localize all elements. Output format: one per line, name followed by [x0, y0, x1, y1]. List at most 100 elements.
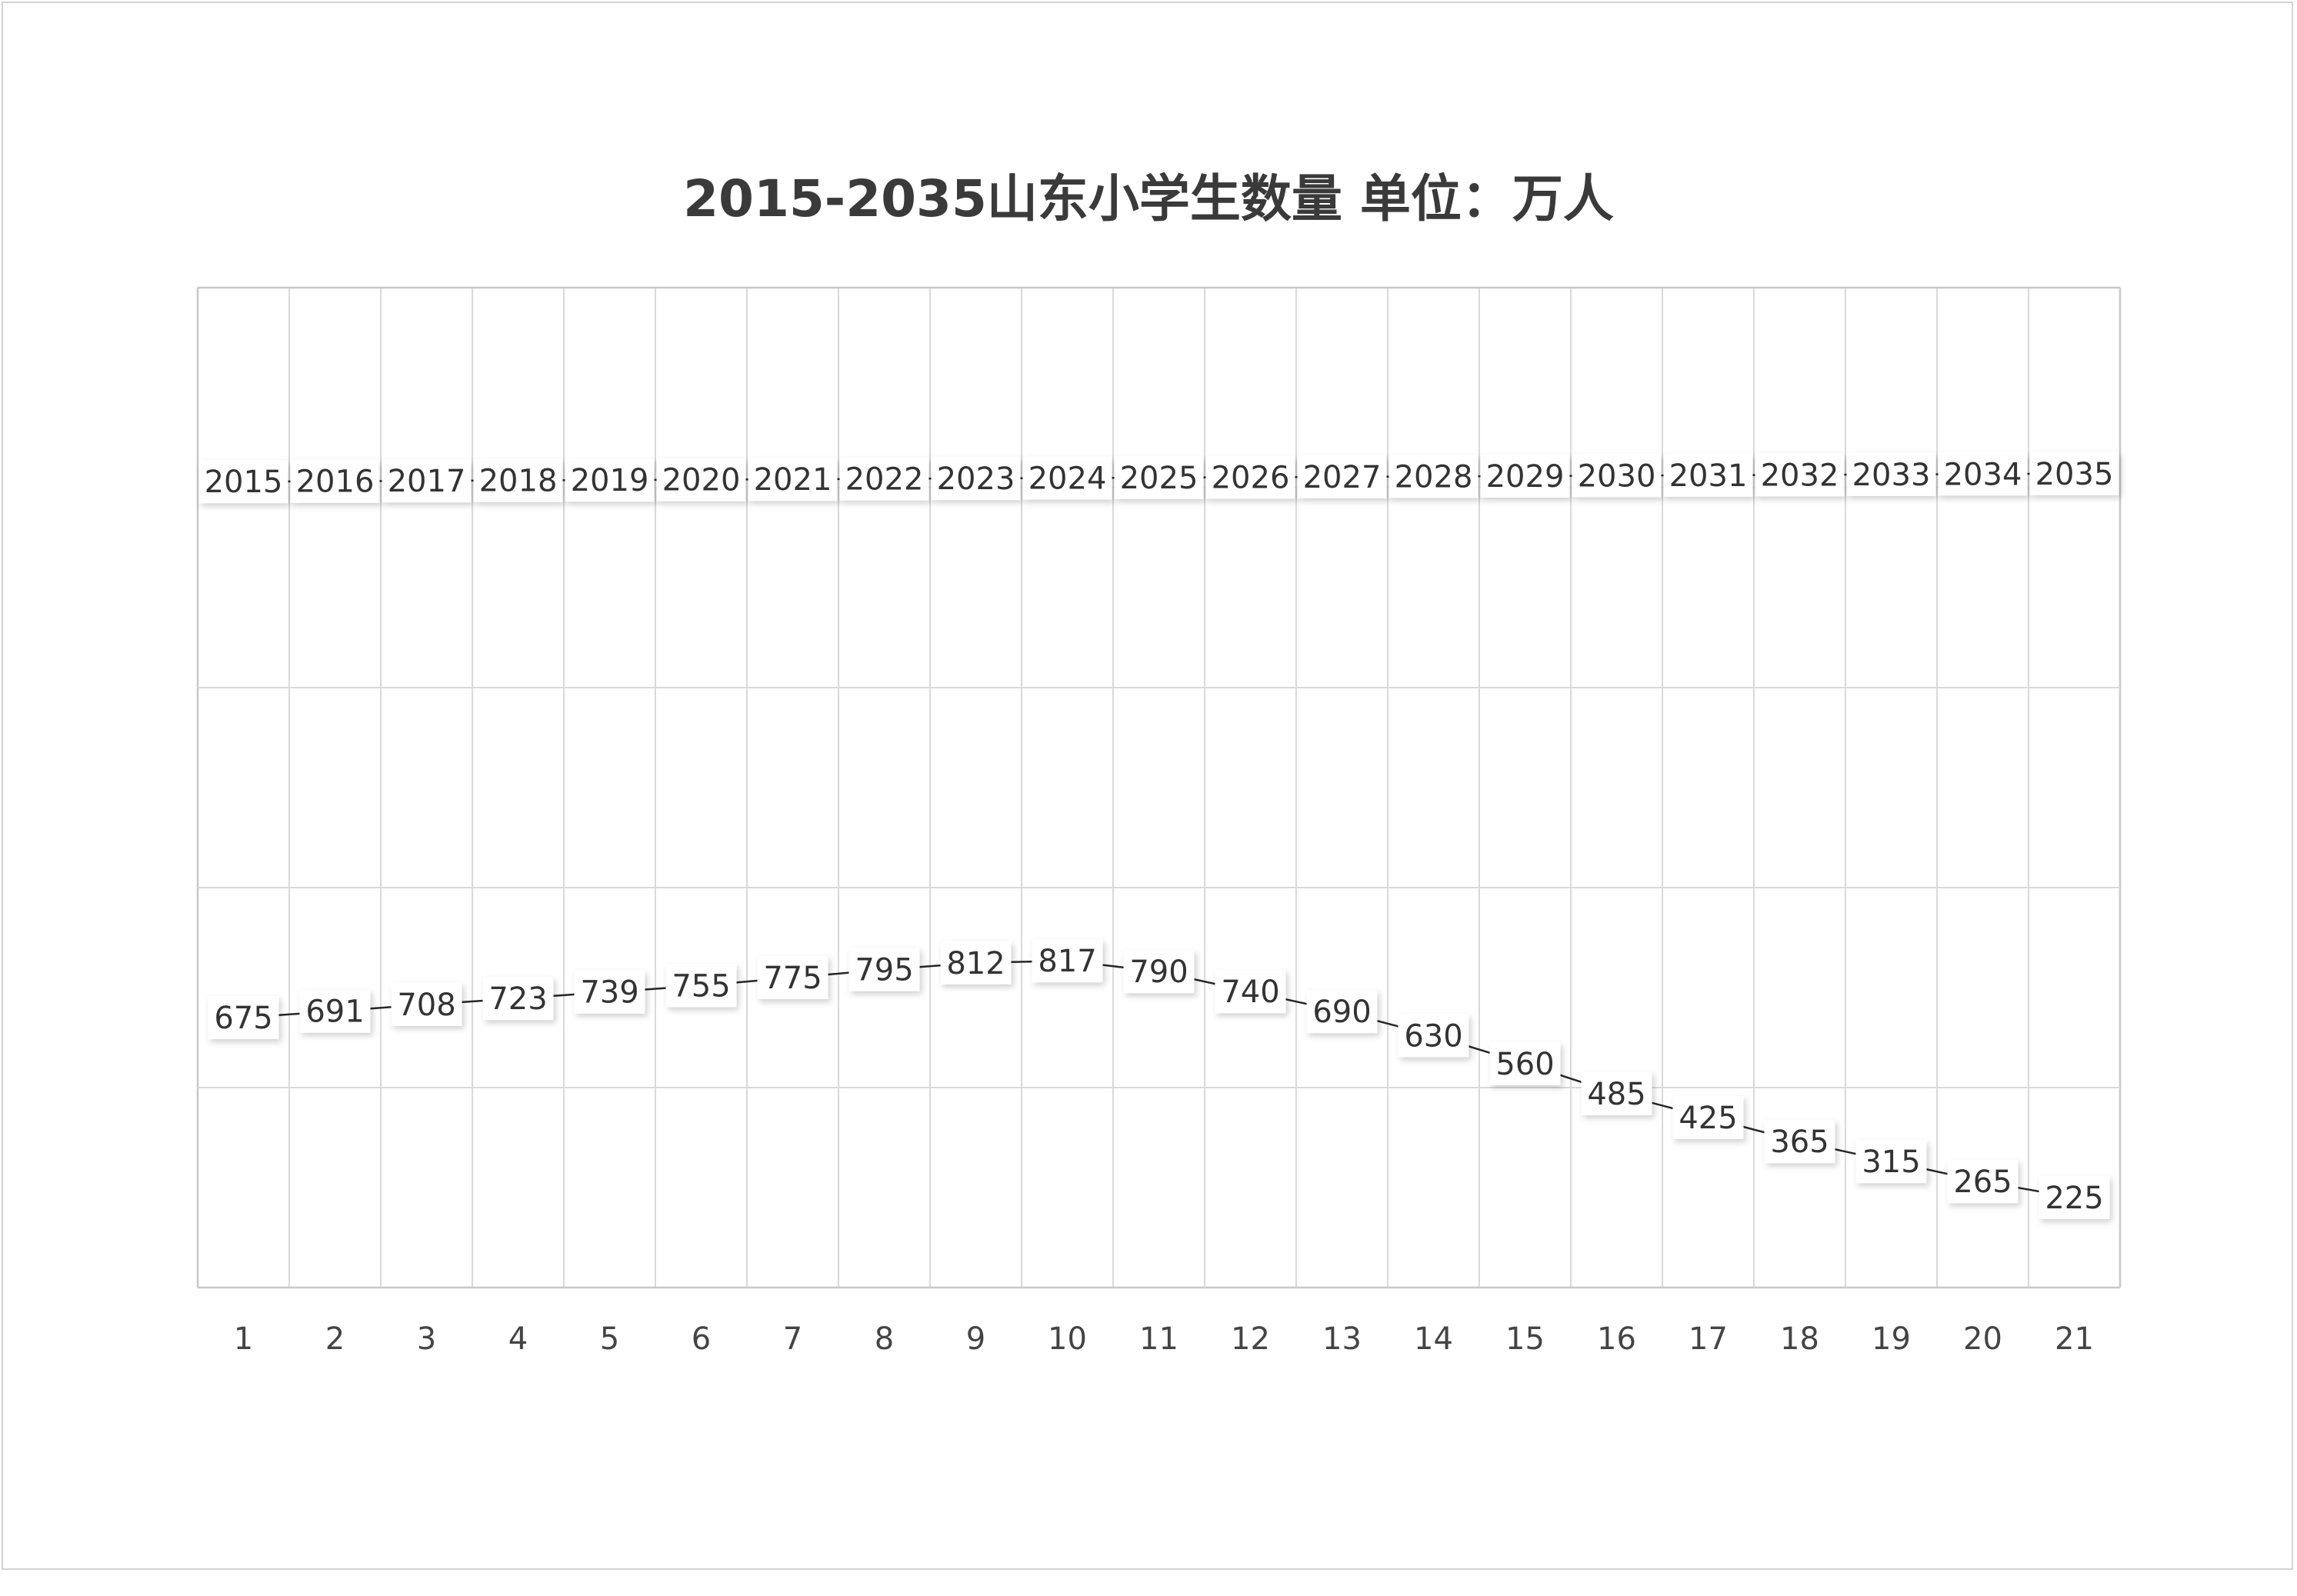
x-tick-label: 12: [1231, 1321, 1270, 1357]
data-label: 690: [1312, 995, 1371, 1030]
data-label: 2030: [1578, 458, 1656, 494]
data-label-box: [565, 458, 655, 502]
series-1: 2015 2016 2017 2018 2019 2020 2021 2022 2023 2024…: [198, 451, 2119, 504]
data-label: 2034: [1944, 457, 2022, 492]
data-label: 2024: [1028, 461, 1107, 497]
data-label: 2021: [754, 462, 832, 498]
series-layer: 2015 2016 2017 2018 2019 2020 2021 2022 2023 2024…: [198, 451, 2119, 1219]
data-label-box: [473, 458, 563, 502]
data-label: 2035: [2035, 457, 2114, 492]
data-label-box: [1672, 1096, 1744, 1139]
data-label: 2026: [1212, 460, 1290, 495]
data-label: 2031: [1669, 458, 1748, 494]
data-label-box: [299, 989, 371, 1033]
data-label: 775: [763, 961, 822, 996]
x-tick-label: 15: [1505, 1321, 1545, 1357]
data-label-box: [482, 977, 554, 1021]
data-label-box: [1306, 990, 1378, 1034]
data-label-box: [931, 457, 1021, 501]
data-label-box: [1489, 1041, 1561, 1085]
data-label: 723: [488, 981, 547, 1017]
data-label-box: [1022, 456, 1112, 500]
data-label-box: [1947, 1160, 2019, 1204]
data-label-box: [1855, 1140, 1927, 1184]
x-tick-label: 17: [1689, 1321, 1728, 1357]
x-tick-label: 1: [234, 1321, 253, 1357]
x-tick-label: 10: [1048, 1321, 1087, 1357]
data-label: 2019: [571, 463, 649, 498]
data-label: 265: [1953, 1165, 2012, 1200]
data-label: 560: [1495, 1047, 1554, 1082]
data-label: 2015: [205, 465, 283, 500]
x-tick-label: 2: [325, 1321, 345, 1357]
data-label-box: [1398, 1014, 1469, 1058]
data-label-box: [839, 457, 929, 501]
data-label-box: [208, 996, 279, 1039]
chart-frame: [2, 2, 2293, 1570]
data-label-box: [1938, 452, 2028, 496]
data-label: 2016: [296, 465, 375, 500]
data-label-box: [1572, 454, 1662, 498]
data-label: 812: [946, 946, 1005, 981]
data-label: 2018: [479, 464, 558, 499]
data-label-box: [940, 941, 1012, 985]
x-tick-label: 16: [1597, 1321, 1636, 1357]
x-tick-label: 3: [417, 1321, 436, 1357]
data-label: 708: [397, 988, 455, 1023]
data-label-box: [1205, 455, 1295, 499]
grid-layer: [196, 286, 2122, 1289]
data-label-box: [1480, 454, 1570, 498]
data-label-box: [1032, 939, 1103, 983]
data-label: 795: [855, 953, 913, 988]
data-label: 2027: [1303, 460, 1382, 495]
x-tick-label: 6: [692, 1321, 711, 1357]
data-label-box: [1764, 1120, 1835, 1164]
data-label: 2032: [1761, 458, 1839, 493]
data-label: 2022: [845, 462, 924, 498]
data-label: 2029: [1486, 459, 1565, 495]
series-2: 675 691 708 723 739 755 775 795 812 817 790 740 690 6…: [208, 939, 2110, 1219]
data-label: 790: [1129, 955, 1188, 990]
data-label: 675: [214, 1001, 272, 1036]
data-label: 485: [1587, 1077, 1645, 1112]
data-label: 2033: [1852, 458, 1931, 493]
data-label-box: [1123, 950, 1195, 994]
data-label: 365: [1770, 1125, 1829, 1160]
data-label-box: [848, 948, 920, 991]
x-tick-label: 18: [1780, 1321, 1819, 1357]
x-tick-label: 5: [600, 1321, 619, 1357]
data-label-box: [1215, 970, 1286, 1014]
data-label: 2023: [937, 461, 1015, 497]
data-label: 740: [1221, 975, 1279, 1010]
data-label-box: [382, 459, 472, 503]
data-label: 817: [1038, 944, 1096, 979]
x-tick-label: 11: [1139, 1321, 1179, 1357]
x-tick-label: 9: [966, 1321, 985, 1357]
chart-title: 2015-2035山东小学生数量 单位：万人: [683, 169, 1614, 228]
data-label-box: [391, 982, 462, 1026]
data-label: 225: [2045, 1181, 2103, 1216]
data-label-box: [574, 970, 645, 1014]
data-label: 2017: [388, 464, 466, 499]
data-label-box: [1663, 453, 1753, 497]
data-label-box: [290, 459, 380, 503]
data-label: 2020: [662, 463, 741, 498]
data-label-box: [198, 460, 288, 504]
data-label-box: [1389, 455, 1479, 498]
x-tick-label: 20: [1963, 1321, 2002, 1357]
data-label: 2025: [1120, 461, 1199, 496]
data-label: 630: [1404, 1018, 1462, 1054]
data-label-box: [2029, 451, 2119, 495]
data-label-box: [1297, 455, 1387, 498]
data-label: 755: [672, 968, 730, 1004]
x-tick-label: 21: [2055, 1321, 2094, 1357]
data-label-box: [1755, 453, 1845, 497]
data-label-box: [1114, 456, 1204, 499]
x-tick-label: 14: [1414, 1321, 1453, 1357]
data-label: 739: [580, 975, 638, 1011]
x-tick-label: 13: [1322, 1321, 1362, 1357]
data-label-box: [2039, 1176, 2110, 1219]
data-label: 425: [1679, 1101, 1737, 1136]
data-label: 2028: [1395, 459, 1473, 495]
